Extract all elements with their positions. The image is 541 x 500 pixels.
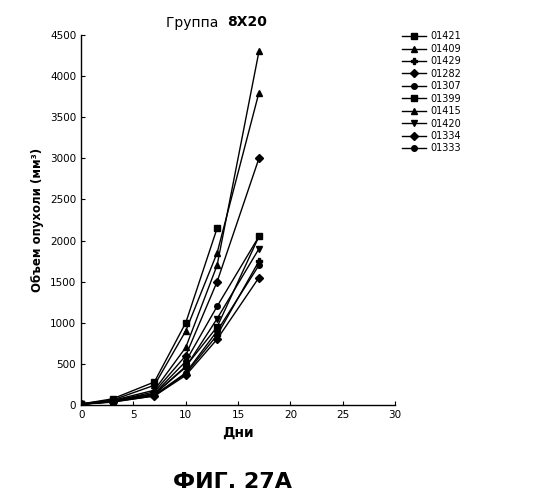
01307 xyxy=(78,401,84,407)
01420 xyxy=(182,364,189,370)
01429 xyxy=(78,401,84,407)
01409 xyxy=(78,401,84,407)
Line: 01334: 01334 xyxy=(78,275,262,407)
01334 xyxy=(214,336,220,342)
X-axis label: Дни: Дни xyxy=(222,426,254,440)
01429 xyxy=(151,393,157,399)
Text: 8X20: 8X20 xyxy=(227,16,267,30)
Line: 01409: 01409 xyxy=(78,48,262,407)
Y-axis label: Объем опухоли (мм³): Объем опухоли (мм³) xyxy=(31,148,44,292)
01399 xyxy=(109,396,116,402)
01415 xyxy=(109,397,116,403)
Line: 01429: 01429 xyxy=(78,258,262,408)
01333 xyxy=(151,392,157,398)
01307 xyxy=(182,358,189,364)
Line: 01307: 01307 xyxy=(78,234,262,407)
01399 xyxy=(182,320,189,326)
01333 xyxy=(256,262,262,268)
01334 xyxy=(182,372,189,378)
01421 xyxy=(151,392,157,398)
01429 xyxy=(182,371,189,377)
01409 xyxy=(214,262,220,268)
01409 xyxy=(109,398,116,404)
01333 xyxy=(182,370,189,376)
01399 xyxy=(214,225,220,231)
01282 xyxy=(78,402,84,407)
Line: 01415: 01415 xyxy=(78,90,262,406)
01415 xyxy=(78,401,84,407)
01415 xyxy=(182,328,189,334)
01420 xyxy=(151,392,157,398)
01282 xyxy=(151,389,157,395)
01421 xyxy=(78,401,84,407)
01307 xyxy=(109,398,116,404)
01421 xyxy=(214,324,220,330)
01334 xyxy=(151,393,157,399)
Legend: 01421, 01409, 01429, 01282, 01307, 01399, 01415, 01420, 01334, 01333: 01421, 01409, 01429, 01282, 01307, 01399… xyxy=(398,28,465,158)
01429 xyxy=(256,258,262,264)
01420 xyxy=(109,398,116,404)
01282 xyxy=(214,278,220,284)
Text: Группа: Группа xyxy=(166,16,227,30)
01282 xyxy=(182,352,189,358)
01421 xyxy=(109,398,116,404)
01421 xyxy=(256,234,262,239)
01307 xyxy=(256,234,262,239)
01421 xyxy=(182,364,189,370)
01415 xyxy=(214,250,220,256)
01420 xyxy=(256,246,262,252)
01409 xyxy=(151,387,157,393)
01282 xyxy=(256,156,262,162)
01333 xyxy=(78,402,84,407)
01409 xyxy=(182,344,189,350)
01429 xyxy=(109,398,116,404)
Line: 01420: 01420 xyxy=(78,246,262,407)
Line: 01399: 01399 xyxy=(78,226,220,407)
01282 xyxy=(109,398,116,404)
01409 xyxy=(256,48,262,54)
01334 xyxy=(78,402,84,407)
01307 xyxy=(151,390,157,396)
01333 xyxy=(214,328,220,334)
Text: ФИГ. 27А: ФИГ. 27А xyxy=(173,472,292,492)
01415 xyxy=(151,382,157,388)
01429 xyxy=(214,332,220,338)
01415 xyxy=(256,90,262,96)
01420 xyxy=(214,316,220,322)
01334 xyxy=(256,274,262,280)
01399 xyxy=(151,379,157,385)
01334 xyxy=(109,399,116,405)
01307 xyxy=(214,304,220,310)
Line: 01421: 01421 xyxy=(78,234,262,407)
Line: 01333: 01333 xyxy=(78,262,262,407)
Line: 01282: 01282 xyxy=(78,156,262,407)
01399 xyxy=(78,401,84,407)
01420 xyxy=(78,401,84,407)
01333 xyxy=(109,398,116,404)
